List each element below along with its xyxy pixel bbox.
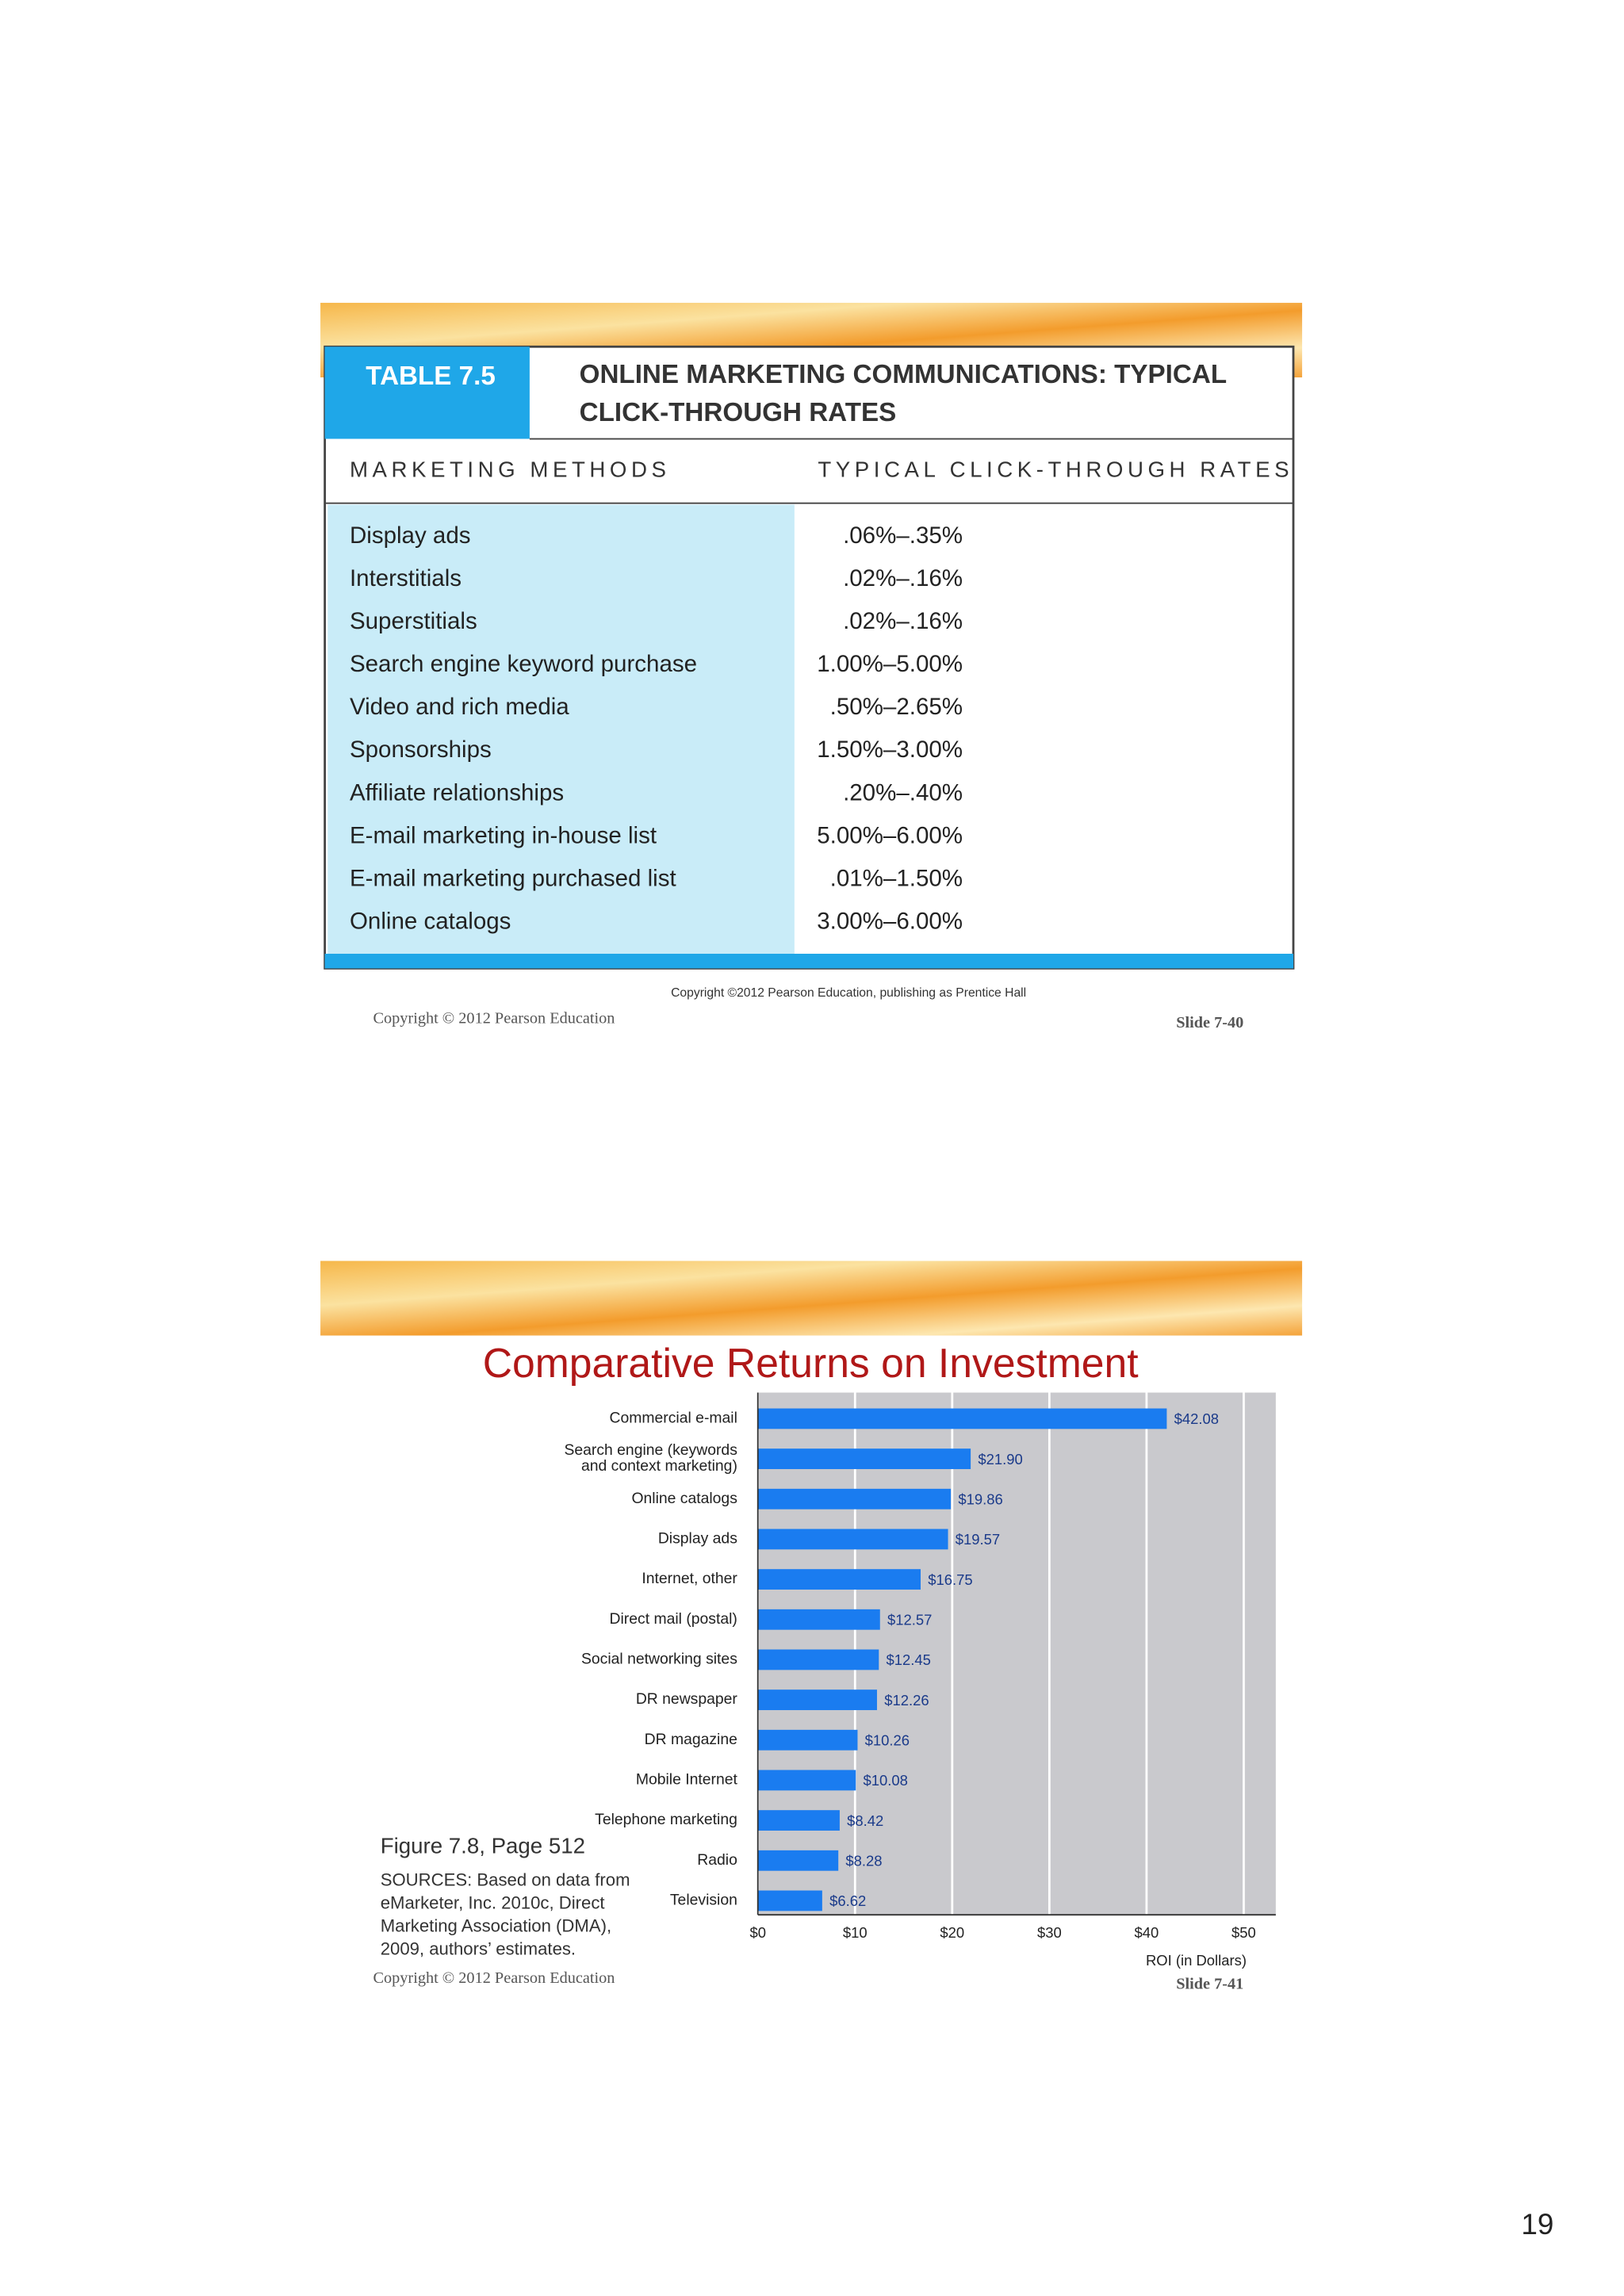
category-label: Internet, other [642, 1570, 737, 1587]
sources-line: 2009, authors’ estimates. [381, 1938, 576, 1958]
table-title: CLICK-THROUGH RATES [580, 398, 897, 427]
category-label: Direct mail (postal) [610, 1610, 737, 1628]
category-label: Online catalogs [631, 1490, 737, 1507]
method: Search engine keyword purchase [350, 651, 697, 677]
rate: .02%–.16% [843, 565, 963, 591]
bar [757, 1649, 879, 1670]
method: Online catalogs [350, 908, 511, 934]
table-label: TABLE 7.5 [366, 362, 496, 391]
table-footer-bar [324, 953, 1294, 969]
category-label: Mobile Internet [636, 1771, 738, 1789]
method: Video and rich media [350, 694, 569, 720]
bar [757, 1770, 856, 1791]
table-copyright: Copyright ©2012 Pearson Education, publi… [671, 986, 1026, 1000]
value-label: $10.26 [865, 1732, 910, 1748]
value-label: $21.90 [978, 1451, 1022, 1468]
rate: .06%–.35% [843, 522, 963, 549]
figure-ref: Figure 7.8, Page 512 [381, 1834, 585, 1858]
rate: 1.00%–5.00% [817, 651, 963, 677]
rate: .02%–.16% [843, 608, 963, 634]
bar [757, 1810, 840, 1831]
copyright: Copyright © 2012 Pearson Education [373, 1010, 615, 1027]
category-label: Commercial e-mail [610, 1410, 737, 1427]
x-tick-label: $50 [1231, 1924, 1256, 1941]
method: Superstitials [350, 608, 477, 634]
rate: .50%–2.65% [830, 694, 963, 720]
sources-line: eMarketer, Inc. 2010c, Direct [381, 1893, 605, 1913]
category-label: Telephone marketing [595, 1811, 737, 1828]
value-label: $12.26 [884, 1692, 929, 1709]
x-tick-label: $30 [1037, 1924, 1062, 1941]
table-title: ONLINE MARKETING COMMUNICATIONS: TYPICAL [580, 360, 1228, 389]
method: Display ads [350, 522, 471, 549]
category-label: DR newspaper [636, 1690, 738, 1708]
value-label: $16.75 [928, 1571, 972, 1588]
chart-title: Comparative Returns on Investment [483, 1340, 1139, 1386]
slide-number: Slide 7-41 [1176, 1975, 1243, 1992]
value-label: $19.86 [958, 1490, 1002, 1507]
value-label: $8.42 [847, 1812, 883, 1829]
x-tick-label: $40 [1135, 1924, 1159, 1941]
rate: .01%–1.50% [830, 865, 963, 891]
category-label: Radio [697, 1851, 737, 1869]
x-axis-label: ROI (in Dollars) [1146, 1952, 1247, 1969]
bar [757, 1890, 822, 1911]
value-label: $42.08 [1174, 1410, 1219, 1427]
method: E-mail marketing purchased list [350, 865, 676, 891]
x-tick-label: $10 [843, 1924, 868, 1941]
bar [757, 1408, 1167, 1429]
copyright: Copyright © 2012 Pearson Education [373, 1969, 615, 1987]
banner [320, 1261, 1303, 1336]
value-label: $12.57 [887, 1611, 932, 1628]
bar [757, 1488, 952, 1510]
slide-number: Slide 7-40 [1176, 1014, 1243, 1031]
column-header: TYPICAL CLICK-THROUGH RATES [818, 457, 1293, 481]
value-label: $8.28 [845, 1852, 882, 1869]
column-header: MARKETING METHODS [350, 457, 670, 481]
rate: 1.50%–3.00% [817, 737, 963, 763]
rate: .20%–.40% [843, 779, 963, 806]
method: Affiliate relationships [350, 779, 564, 806]
x-tick-label: $0 [749, 1924, 766, 1941]
bar [757, 1850, 839, 1871]
method: Sponsorships [350, 737, 492, 763]
sources-line: Marketing Association (DMA), [381, 1916, 611, 1936]
method: Interstitials [350, 565, 462, 591]
sources-line: SOURCES: Based on data from [381, 1870, 630, 1890]
x-tick-label: $20 [940, 1924, 964, 1941]
page-number: 19 [1521, 2208, 1553, 2241]
category-label: Television [670, 1892, 737, 1909]
table-label-box [324, 346, 530, 439]
category-label: DR magazine [645, 1731, 737, 1748]
value-label: $6.62 [829, 1892, 866, 1909]
bar [757, 1448, 971, 1470]
bar [757, 1689, 877, 1711]
bar [757, 1609, 880, 1630]
column-shade [327, 504, 795, 954]
rate: 3.00%–6.00% [817, 908, 963, 934]
category-label: Display ads [658, 1530, 737, 1548]
rate: 5.00%–6.00% [817, 822, 963, 848]
method: E-mail marketing in-house list [350, 822, 657, 848]
category-label: Search engine (keywords and context marke… [564, 1441, 737, 1475]
bar [757, 1569, 921, 1590]
value-label: $19.57 [956, 1531, 1000, 1548]
value-label: $10.08 [863, 1772, 907, 1789]
value-label: $12.45 [887, 1651, 931, 1668]
bar [757, 1529, 948, 1550]
category-label: Social networking sites [581, 1651, 737, 1668]
bar [757, 1729, 858, 1751]
